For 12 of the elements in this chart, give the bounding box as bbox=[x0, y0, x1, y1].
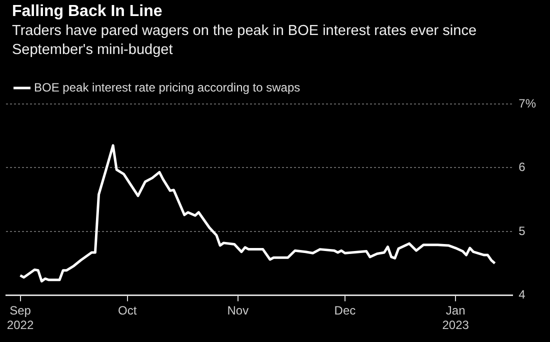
y-tick-label: 5 bbox=[518, 224, 526, 238]
y-tick-label: 6 bbox=[518, 160, 526, 174]
legend-label: BOE peak interest rate pricing according to swaps bbox=[34, 80, 300, 94]
y-tick-label: 7% bbox=[518, 96, 536, 110]
x-tick-label: Jan 2023 bbox=[442, 304, 470, 332]
y-tick-label: 4 bbox=[518, 288, 526, 302]
chart-subtitle: Traders have pared wagers on the peak in BOE interest rates ever since September's mini-budget bbox=[12, 22, 478, 60]
x-tick-label: Nov bbox=[227, 304, 249, 318]
x-tick-label: Oct bbox=[118, 304, 138, 318]
chart-title: Falling Back In Line bbox=[12, 3, 162, 21]
x-tick-label: Dec bbox=[334, 304, 356, 318]
x-tick-label: Sep 2022 bbox=[6, 304, 34, 332]
